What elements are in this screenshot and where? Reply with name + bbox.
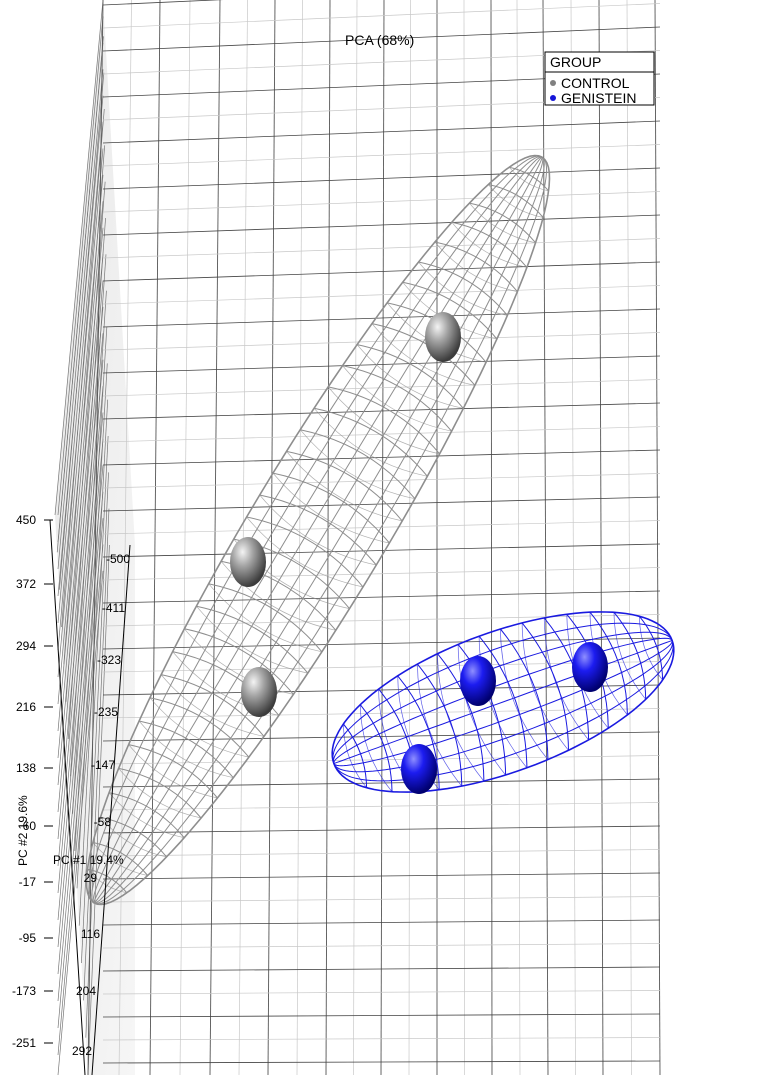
pc2-tick-label: -173 (12, 984, 36, 998)
pc2-tick-label: 294 (16, 639, 36, 653)
pc1-tick-label: 204 (76, 984, 96, 998)
legend-marker-control (550, 80, 556, 86)
side-wall-grid (54, 0, 110, 1075)
pc2-tick-label: 372 (16, 577, 36, 591)
point-genistein-3 (401, 744, 437, 794)
control-ellipsoid (85, 154, 551, 906)
legend-title: GROUP (550, 54, 601, 70)
side-wall (54, 0, 135, 1075)
pc2-tick-label: -251 (12, 1036, 36, 1050)
pc2-tick-label: 60 (23, 819, 37, 833)
point-control-3 (241, 667, 277, 717)
pc2-tick-label: -95 (19, 931, 37, 945)
point-control-2 (230, 537, 266, 587)
legend-marker-genistein (550, 95, 556, 101)
chart-title: PCA (68%) (345, 32, 414, 48)
pc1-tick-label: -235 (94, 705, 118, 719)
pc1-tick-label: -411 (102, 601, 125, 615)
pc2-axis-label: PC #2 19.6% (16, 795, 30, 866)
point-control-1 (425, 312, 461, 362)
pc1-tick-label: -500 (106, 552, 130, 566)
pc1-axis-label: PC #1 19.4% (53, 853, 124, 867)
legend-entry-genistein: GENISTEIN (561, 90, 636, 106)
point-genistein-1 (460, 656, 496, 706)
legend: GROUP CONTROL GENISTEIN (544, 51, 655, 106)
pc2-tick-label: 450 (16, 513, 36, 527)
pc1-tick-label: 292 (72, 1044, 92, 1058)
pc1-tick-label: -323 (97, 653, 121, 667)
back-wall-grid (87, 0, 661, 1075)
pc2-axis: 450 372 294 216 138 60 -17 -95 -173 -251 (12, 513, 86, 1075)
pc1-axis-line (91, 544, 131, 1075)
genistein-ellipsoid (331, 611, 675, 793)
pc1-tick-label: 116 (81, 927, 100, 941)
point-genistein-2 (572, 642, 608, 692)
pc2-axis-line (49, 519, 86, 1075)
legend-entry-control: CONTROL (561, 75, 630, 91)
pc2-tick-label: -17 (19, 875, 37, 889)
pc1-tick-label: -58 (94, 815, 112, 829)
pc2-tick-label: 216 (16, 700, 36, 714)
pc2-tick-label: 138 (16, 761, 36, 775)
pc1-axis: -500 -411 -323 -235 -147 -58 29 116 204 292 (72, 544, 131, 1075)
data-points (230, 312, 608, 794)
pc1-tick-label: 29 (84, 871, 98, 885)
pc1-tick-label: -147 (91, 758, 115, 772)
